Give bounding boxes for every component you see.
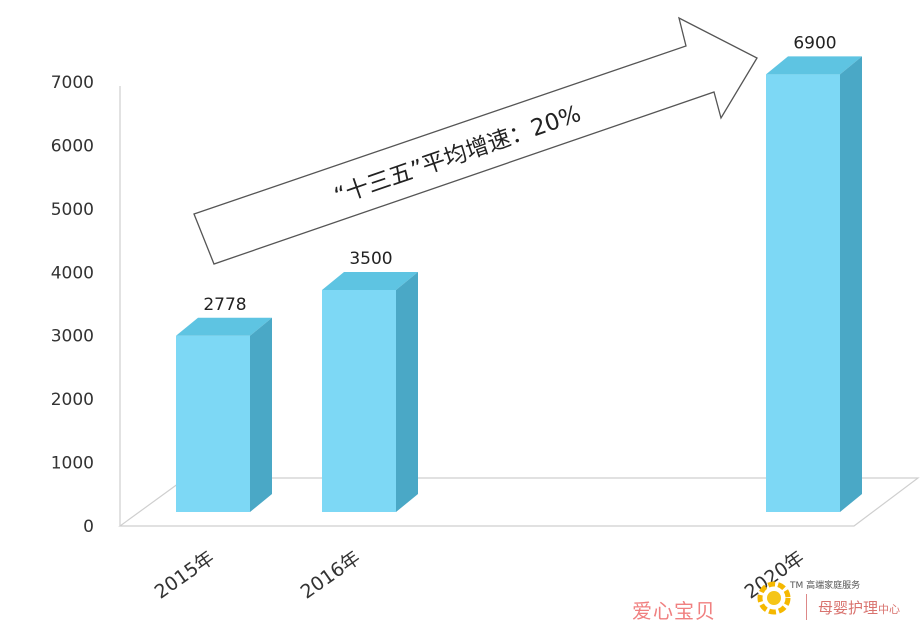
bar-front xyxy=(322,290,396,512)
x-tick-label: 2016年 xyxy=(297,547,365,604)
bar-side xyxy=(840,56,862,512)
watermark-subtitle-small: 中心 xyxy=(878,603,901,616)
y-tick-label: 4000 xyxy=(51,263,94,283)
bar xyxy=(766,56,862,512)
growth-arrow: “十三五”平均增速：20% xyxy=(193,16,758,265)
watermark-tagline: TM 高端家庭服务 xyxy=(790,581,861,591)
y-tick-label: 3000 xyxy=(51,327,94,347)
bar-top xyxy=(766,56,862,75)
watermark: 爱心宝贝 TM 高端家庭服务 母婴护理中心 xyxy=(630,576,920,626)
watermark-brand: 爱心宝贝 xyxy=(632,599,716,623)
sun-logo-icon xyxy=(757,581,791,615)
bars xyxy=(176,56,862,512)
bar xyxy=(176,317,272,512)
bar-side xyxy=(396,272,418,512)
y-tick-label: 5000 xyxy=(51,200,94,220)
bar xyxy=(322,272,418,512)
data-label: 3500 xyxy=(349,249,392,269)
x-tick-label: 2015年 xyxy=(151,547,219,604)
bar-front xyxy=(176,335,250,512)
growth-arrow-shape xyxy=(193,16,758,265)
bar-top xyxy=(176,317,272,336)
data-label: 2778 xyxy=(203,295,246,315)
y-axis-ticks: 0 1000 2000 3000 4000 5000 6000 7000 xyxy=(51,73,94,537)
y-tick-label: 1000 xyxy=(51,454,94,474)
bar-top xyxy=(322,272,418,290)
watermark-subtitle-main: 母婴护理 xyxy=(818,599,879,617)
watermark-divider xyxy=(806,594,807,620)
y-tick-label: 0 xyxy=(83,517,94,537)
value-labels: 2778 3500 6900 xyxy=(203,33,836,314)
chart-floor xyxy=(118,477,920,527)
bar-front xyxy=(766,74,840,512)
bar-side xyxy=(250,317,272,512)
watermark-subtitle: 母婴护理中心 xyxy=(818,597,900,618)
data-label: 6900 xyxy=(793,33,836,53)
y-tick-label: 2000 xyxy=(51,390,94,410)
y-tick-label: 7000 xyxy=(51,73,94,93)
y-tick-label: 6000 xyxy=(51,136,94,156)
